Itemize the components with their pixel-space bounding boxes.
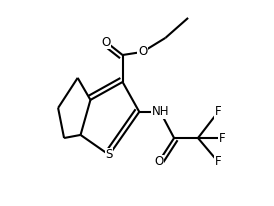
Text: NH: NH — [152, 105, 169, 118]
Text: O: O — [101, 35, 111, 49]
Text: F: F — [215, 105, 221, 118]
Text: O: O — [154, 155, 163, 169]
Text: O: O — [138, 45, 147, 59]
Text: S: S — [105, 148, 113, 162]
Text: F: F — [219, 131, 225, 145]
Text: F: F — [215, 155, 221, 169]
